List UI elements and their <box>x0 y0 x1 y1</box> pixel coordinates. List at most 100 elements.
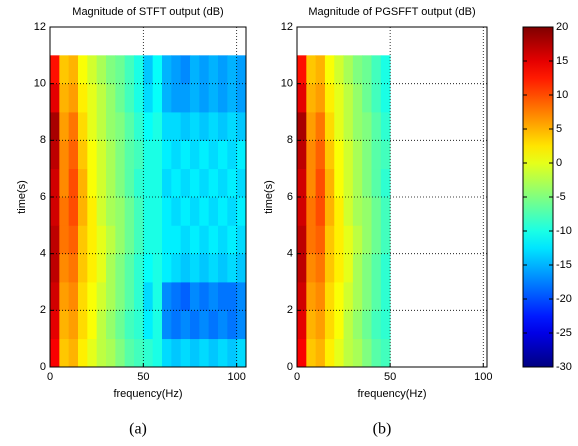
heatmap-cell <box>315 338 326 368</box>
heatmap-cell <box>306 140 317 170</box>
heatmap-cell <box>343 253 354 283</box>
heatmap-cell <box>152 83 163 113</box>
heatmap-cell <box>143 197 154 226</box>
heatmap-cell <box>106 55 116 85</box>
heatmap-cell <box>236 168 247 198</box>
heatmap-cell <box>171 168 182 198</box>
heatmap-cell <box>352 282 363 311</box>
heatmap-cell <box>324 282 335 311</box>
heatmap-cell <box>334 112 344 141</box>
heatmap-cell <box>306 112 317 141</box>
heatmap-cell <box>334 225 344 255</box>
heatmap-cell <box>115 112 126 141</box>
y-tick-label: 12 <box>281 21 293 33</box>
x-tick-label: 50 <box>384 371 396 383</box>
heatmap-cell <box>180 197 191 226</box>
heatmap-cell <box>106 140 116 170</box>
heatmap-cell <box>297 225 307 255</box>
heatmap-cell <box>115 83 126 113</box>
heatmap-cell <box>124 253 135 283</box>
heatmap-cell <box>199 310 210 340</box>
heatmap-cell <box>50 140 60 170</box>
heatmap-cell <box>371 310 382 340</box>
heatmap-cell <box>78 197 88 226</box>
heatmap-cell <box>106 338 116 368</box>
heatmap-cell <box>124 55 135 85</box>
heatmap-cell <box>297 282 307 311</box>
heatmap-cell <box>315 140 326 170</box>
heatmap-cell <box>218 310 228 340</box>
colorbar-tick-label: -10 <box>556 225 572 237</box>
heatmap-cell <box>362 282 372 311</box>
heatmap-cell <box>208 225 219 255</box>
heatmap-cell <box>315 112 326 141</box>
heatmap-cell <box>96 225 107 255</box>
heatmap-cell <box>78 55 88 85</box>
heatmap-cell <box>96 55 107 85</box>
heatmap-cell <box>78 112 88 141</box>
axes-box <box>49 26 247 368</box>
heatmap-cell <box>352 55 363 85</box>
heatmap-cell <box>362 253 372 283</box>
heatmap-cell <box>306 197 317 226</box>
heatmap-cell <box>87 282 98 311</box>
heatmap-cell <box>297 338 307 368</box>
heatmap-cell <box>334 253 344 283</box>
heatmap-cell <box>218 140 228 170</box>
heatmap-cell <box>78 253 88 283</box>
heatmap-cell <box>343 83 354 113</box>
heatmap-cell <box>324 197 335 226</box>
heatmap-cell <box>306 282 317 311</box>
heatmap-cell <box>171 253 182 283</box>
heatmap-cell <box>297 55 307 85</box>
heatmap-cell <box>236 140 247 170</box>
heatmap-cell <box>227 282 238 311</box>
heatmap-cell <box>59 197 70 226</box>
heatmap-cell <box>334 338 344 368</box>
heatmap-cell <box>306 83 317 113</box>
y-tick-label: 8 <box>40 134 46 146</box>
heatmap-cell <box>152 253 163 283</box>
heatmap-cell <box>199 197 210 226</box>
heatmap-cell <box>199 168 210 198</box>
heatmap-cell <box>324 310 335 340</box>
heatmap-cell <box>236 197 247 226</box>
heatmap-cell <box>218 83 228 113</box>
heatmap-cell <box>68 168 79 198</box>
heatmap-cell <box>134 83 144 113</box>
heatmap-cell <box>343 282 354 311</box>
heatmap-cell <box>87 55 98 85</box>
heatmap-cell <box>352 140 363 170</box>
heatmap-cell <box>362 197 372 226</box>
y-tick-label: 10 <box>281 78 293 90</box>
heatmap-cell <box>315 282 326 311</box>
heatmap-cell <box>380 197 391 226</box>
heatmap-cell <box>362 55 372 85</box>
heatmap-cell <box>115 338 126 368</box>
heatmap-cell <box>306 55 317 85</box>
heatmap-cell <box>143 168 154 198</box>
y-tick-label: 2 <box>287 304 293 316</box>
heatmap-cell <box>199 140 210 170</box>
heatmap-cell <box>162 55 172 85</box>
heatmap-cell <box>334 168 344 198</box>
heatmap-cell <box>152 310 163 340</box>
heatmap-cell <box>106 112 116 141</box>
heatmap-cell <box>87 253 98 283</box>
heatmap-cell <box>59 338 70 368</box>
heatmap-cell <box>371 225 382 255</box>
heatmap-cell <box>171 338 182 368</box>
heatmap-cell <box>162 282 172 311</box>
heatmap-cell <box>59 112 70 141</box>
heatmap-cell <box>352 112 363 141</box>
heatmap-cell <box>134 168 144 198</box>
heatmap-cell <box>152 112 163 141</box>
y-tick-label: 8 <box>287 134 293 146</box>
heatmap-cell <box>208 310 219 340</box>
heatmap-cell <box>362 225 372 255</box>
heatmap-cell <box>208 253 219 283</box>
caption: (b) <box>373 421 392 438</box>
heatmap-cell <box>50 310 60 340</box>
heatmap-cell <box>362 83 372 113</box>
heatmap-cell <box>371 338 382 368</box>
